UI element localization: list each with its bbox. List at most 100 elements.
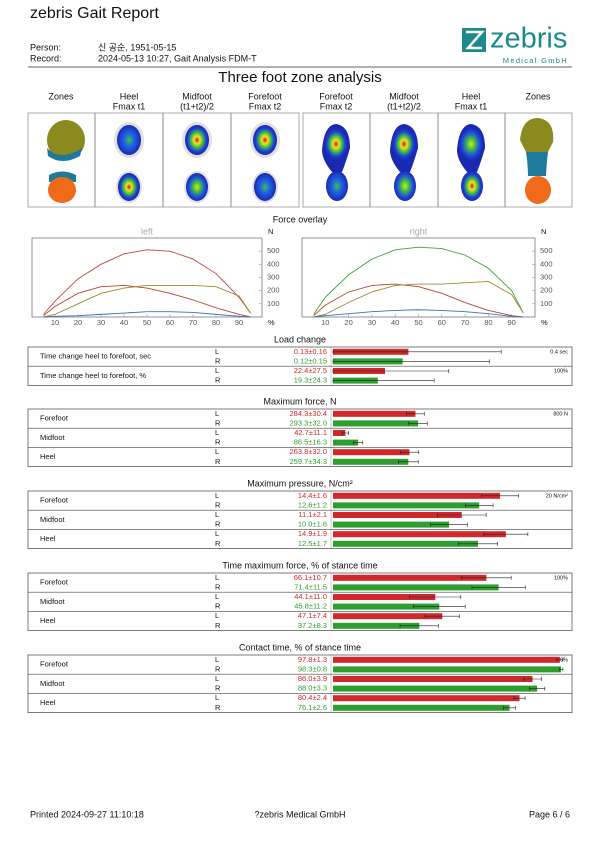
report-title: zebris Gait Report bbox=[30, 5, 159, 22]
side: L bbox=[215, 573, 219, 582]
side: R bbox=[215, 582, 221, 591]
error-bar bbox=[513, 696, 526, 701]
y-tick-label: 500 bbox=[540, 246, 553, 255]
heatmap-left-midfoot bbox=[182, 122, 212, 203]
table-frame bbox=[27, 572, 573, 631]
value-label: 97.8±1.3 bbox=[298, 655, 327, 664]
value-label: 71.4±11.5 bbox=[294, 582, 327, 591]
section-title: Load change bbox=[274, 334, 326, 344]
overlay-title: Force overlay bbox=[273, 214, 328, 224]
bar bbox=[333, 512, 462, 518]
side: R bbox=[215, 418, 221, 427]
bar bbox=[333, 420, 419, 427]
x-tick-label: 80 bbox=[484, 318, 492, 327]
side: R bbox=[215, 376, 221, 385]
value-label: 76.1±2.6 bbox=[298, 703, 327, 712]
scale-label: 20 N/cm² bbox=[546, 493, 568, 499]
x-tick-label: 30 bbox=[97, 318, 105, 327]
value-label: 86.5±16.3 bbox=[294, 438, 327, 447]
scale-label: 100% bbox=[554, 368, 568, 374]
logo: zebris Medical GmbH bbox=[462, 23, 567, 65]
bar bbox=[333, 656, 560, 663]
side: L bbox=[215, 428, 219, 437]
chart-frame bbox=[301, 237, 536, 318]
group-label: Midfoot bbox=[40, 597, 66, 606]
page-number: Page 6 / 6 bbox=[529, 809, 570, 819]
bar bbox=[333, 439, 359, 446]
heatmap-right-forefoot bbox=[322, 124, 350, 201]
group-label: Forefoot bbox=[40, 578, 69, 587]
heatmap-left-heel bbox=[114, 122, 144, 203]
group-label: Midfoot bbox=[40, 679, 66, 688]
value-label: 19.3±24.3 bbox=[294, 376, 327, 385]
bar bbox=[333, 613, 443, 620]
side: R bbox=[215, 500, 221, 509]
y-tick-label: 100 bbox=[267, 299, 280, 308]
error-bar bbox=[471, 585, 526, 590]
side: L bbox=[215, 611, 219, 620]
error-bar bbox=[503, 705, 516, 710]
group-label: Forefoot bbox=[40, 660, 69, 669]
x-tick-label: 10 bbox=[51, 318, 59, 327]
column-header: Zones bbox=[525, 91, 551, 101]
group-label: Forefoot bbox=[40, 414, 69, 423]
y-tick-label: 400 bbox=[267, 259, 280, 268]
y-tick-label: 300 bbox=[540, 272, 553, 281]
value-label: 88.0±3.3 bbox=[298, 684, 327, 693]
force-line bbox=[313, 246, 524, 315]
y-tick-label: 100 bbox=[540, 299, 553, 308]
value-label: 284.3±30.4 bbox=[290, 409, 327, 418]
bar bbox=[333, 531, 506, 538]
side: L bbox=[215, 491, 219, 500]
section-title: Contact time, % of stance time bbox=[239, 642, 361, 652]
foot-images bbox=[27, 112, 573, 208]
x-tick-label: 80 bbox=[212, 318, 220, 327]
table-frame bbox=[27, 490, 573, 549]
side: R bbox=[215, 539, 221, 548]
group-label: Heel bbox=[40, 698, 56, 707]
bar bbox=[333, 603, 440, 610]
error-bar bbox=[481, 493, 519, 498]
error-bar bbox=[437, 513, 487, 517]
error-bar bbox=[430, 522, 468, 527]
error-bar bbox=[408, 421, 428, 426]
error-bar bbox=[412, 604, 466, 609]
side: R bbox=[215, 520, 221, 529]
bar bbox=[333, 540, 478, 547]
scale-label: 800 N bbox=[553, 411, 568, 417]
side: L bbox=[215, 592, 219, 601]
bar bbox=[333, 502, 480, 509]
error-bar bbox=[399, 623, 439, 628]
error-bar bbox=[483, 532, 529, 537]
value-label: 11.1±2.1 bbox=[298, 510, 327, 519]
x-tick-label: 90 bbox=[235, 318, 243, 327]
group-label: Forefoot bbox=[40, 496, 69, 505]
side: R bbox=[215, 602, 221, 611]
value-label: 0.12±0.15 bbox=[294, 356, 327, 365]
value-label: 14.9±1.9 bbox=[298, 529, 327, 538]
value-label: 10.0±1.6 bbox=[298, 520, 327, 529]
value-label: 47.1±7.4 bbox=[298, 611, 327, 620]
side: L bbox=[215, 510, 219, 519]
heatmap-right-midfoot bbox=[390, 124, 418, 201]
error-bar bbox=[556, 657, 564, 662]
error-bar bbox=[424, 614, 460, 619]
force-line bbox=[43, 284, 251, 318]
x-tick-label: 50 bbox=[143, 318, 151, 327]
y-unit: N bbox=[541, 227, 546, 236]
group-label: Heel bbox=[40, 534, 56, 543]
x-tick-label: 60 bbox=[166, 318, 174, 327]
column-header: Midfoot bbox=[182, 91, 212, 101]
bar bbox=[333, 430, 346, 436]
value-label: 12.5±1.7 bbox=[298, 539, 327, 548]
column-header: Zones bbox=[48, 91, 74, 101]
value-label: 37.2±8.3 bbox=[298, 621, 327, 630]
side: R bbox=[215, 356, 221, 365]
bar bbox=[333, 521, 449, 528]
chart-title: right bbox=[410, 226, 428, 236]
side: L bbox=[215, 409, 219, 418]
x-tick-label: 40 bbox=[391, 318, 399, 327]
